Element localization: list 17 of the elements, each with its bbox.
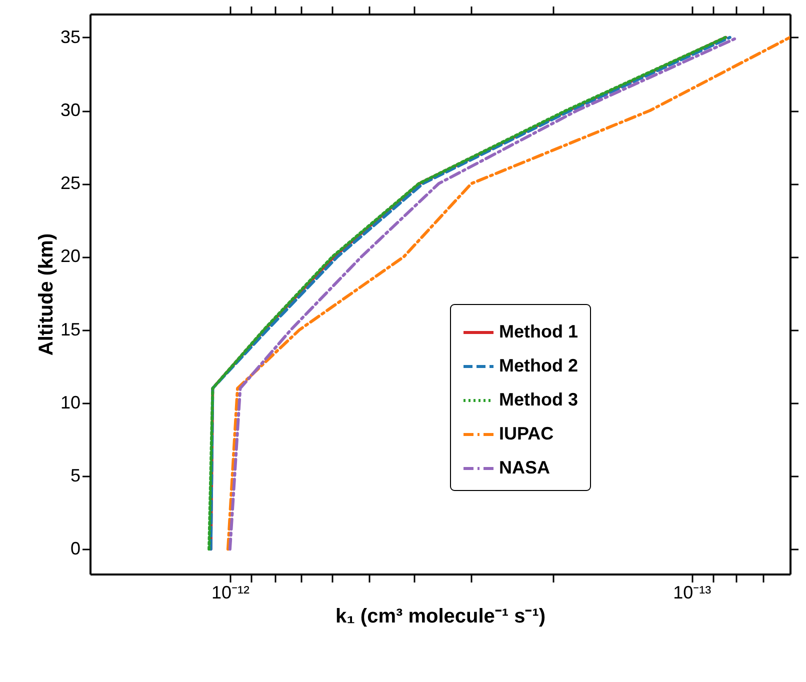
y-axis-title: Altitude (km) — [35, 233, 58, 356]
y-tick-label: 5 — [70, 466, 80, 486]
legend-label: IUPAC — [499, 424, 554, 444]
y-tick-label: 30 — [60, 100, 80, 120]
x-tick-label: 10⁻¹² — [211, 582, 250, 602]
y-tick-label: 25 — [60, 173, 80, 194]
y-tick-label: 20 — [60, 246, 80, 266]
legend-label: Method 2 — [499, 356, 578, 376]
legend-label: Method 1 — [499, 322, 578, 342]
x-axis-title: k₁ (cm³ molecule⁻¹ s⁻¹) — [335, 606, 546, 628]
y-tick-label: 10 — [60, 392, 80, 412]
y-tick-label: 0 — [70, 538, 80, 559]
y-tick-label: 15 — [60, 319, 80, 340]
legend-label: Method 3 — [499, 390, 578, 410]
y-tick-label: 35 — [60, 26, 80, 47]
legend-label: NASA — [499, 458, 550, 478]
x-tick-label: 10⁻¹³ — [673, 582, 712, 602]
